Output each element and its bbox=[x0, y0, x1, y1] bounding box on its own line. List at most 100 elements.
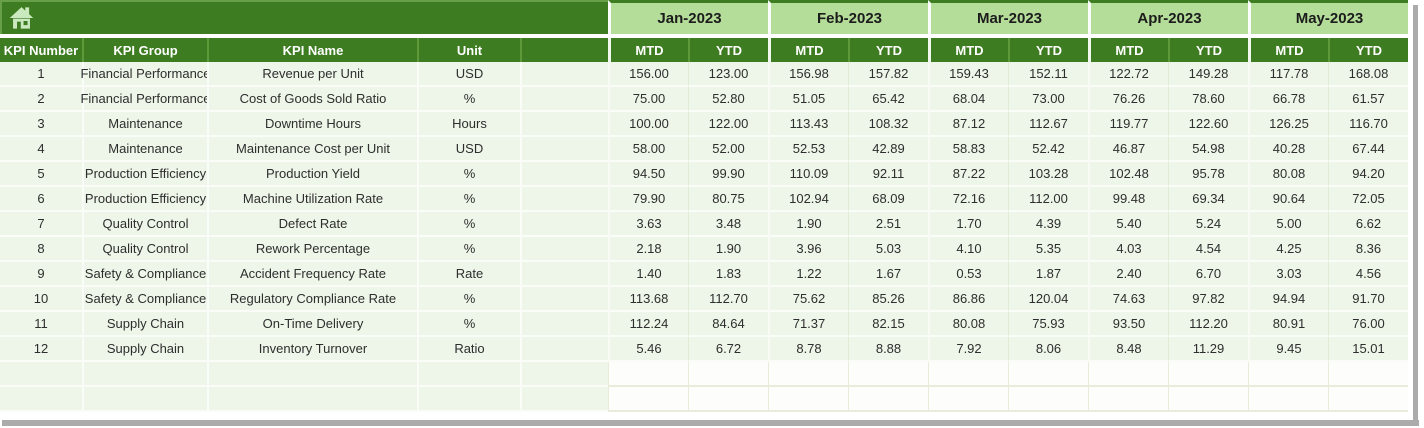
col-header-kpi-number[interactable]: KPI Number bbox=[0, 38, 82, 62]
kpi-value-cell[interactable]: 94.50 bbox=[608, 162, 688, 187]
empty-cell[interactable] bbox=[768, 387, 848, 412]
kpi-value-cell[interactable]: 76.00 bbox=[1328, 312, 1408, 337]
kpi-name-cell[interactable]: On-Time Delivery bbox=[207, 312, 417, 337]
kpi-number-cell[interactable]: 5 bbox=[0, 162, 82, 187]
kpi-unit-cell[interactable]: Hours bbox=[417, 112, 520, 137]
col-header-kpi-name[interactable]: KPI Name bbox=[207, 38, 417, 62]
kpi-value-cell[interactable]: 122.60 bbox=[1168, 112, 1248, 137]
kpi-group-cell[interactable]: Safety & Compliance bbox=[82, 287, 207, 312]
empty-cell[interactable] bbox=[0, 387, 82, 412]
col-header-ytd[interactable]: YTD bbox=[1328, 38, 1408, 62]
kpi-name-cell[interactable]: Regulatory Compliance Rate bbox=[207, 287, 417, 312]
kpi-value-cell[interactable]: 42.89 bbox=[848, 137, 928, 162]
kpi-value-cell[interactable]: 152.11 bbox=[1008, 62, 1088, 87]
kpi-value-cell[interactable]: 74.63 bbox=[1088, 287, 1168, 312]
kpi-value-cell[interactable]: 116.70 bbox=[1328, 112, 1408, 137]
kpi-value-cell[interactable]: 69.34 bbox=[1168, 187, 1248, 212]
kpi-name-cell[interactable]: Machine Utilization Rate bbox=[207, 187, 417, 212]
kpi-value-cell[interactable]: 168.08 bbox=[1328, 62, 1408, 87]
kpi-value-cell[interactable]: 157.82 bbox=[848, 62, 928, 87]
kpi-value-cell[interactable]: 156.00 bbox=[608, 62, 688, 87]
kpi-value-cell[interactable]: 46.87 bbox=[1088, 137, 1168, 162]
kpi-value-cell[interactable]: 110.09 bbox=[768, 162, 848, 187]
col-header-mtd[interactable]: MTD bbox=[1088, 38, 1168, 62]
empty-cell[interactable] bbox=[207, 362, 417, 387]
kpi-value-cell[interactable]: 8.88 bbox=[848, 337, 928, 362]
kpi-group-cell[interactable]: Financial Performance bbox=[80, 87, 211, 112]
kpi-value-cell[interactable]: 73.00 bbox=[1008, 87, 1088, 112]
col-header-mtd[interactable]: MTD bbox=[1248, 38, 1328, 62]
kpi-unit-cell[interactable]: % bbox=[417, 162, 520, 187]
month-header[interactable]: Feb-2023 bbox=[768, 0, 928, 34]
kpi-value-cell[interactable]: 112.67 bbox=[1008, 112, 1088, 137]
kpi-value-cell[interactable]: 97.82 bbox=[1168, 287, 1248, 312]
kpi-number-cell[interactable]: 2 bbox=[0, 87, 82, 112]
kpi-value-cell[interactable]: 84.64 bbox=[688, 312, 768, 337]
kpi-unit-cell[interactable]: % bbox=[417, 237, 520, 262]
kpi-value-cell[interactable]: 54.98 bbox=[1168, 137, 1248, 162]
col-header-ytd[interactable]: YTD bbox=[848, 38, 928, 62]
kpi-number-cell[interactable]: 8 bbox=[0, 237, 82, 262]
kpi-value-cell[interactable]: 5.35 bbox=[1008, 237, 1088, 262]
kpi-value-cell[interactable]: 6.70 bbox=[1168, 262, 1248, 287]
kpi-value-cell[interactable]: 6.72 bbox=[688, 337, 768, 362]
kpi-value-cell[interactable]: 8.78 bbox=[768, 337, 848, 362]
col-header-mtd[interactable]: MTD bbox=[608, 38, 688, 62]
kpi-number-cell[interactable]: 12 bbox=[0, 337, 82, 362]
kpi-name-cell[interactable]: Inventory Turnover bbox=[207, 337, 417, 362]
kpi-name-cell[interactable]: Downtime Hours bbox=[207, 112, 417, 137]
kpi-value-cell[interactable]: 5.46 bbox=[608, 337, 688, 362]
kpi-unit-cell[interactable]: % bbox=[417, 187, 520, 212]
empty-cell[interactable] bbox=[1168, 362, 1248, 387]
kpi-number-cell[interactable]: 10 bbox=[0, 287, 82, 312]
kpi-group-cell[interactable]: Supply Chain bbox=[82, 337, 207, 362]
kpi-value-cell[interactable]: 75.00 bbox=[608, 87, 688, 112]
empty-cell[interactable] bbox=[608, 387, 688, 412]
kpi-unit-cell[interactable]: USD bbox=[417, 62, 520, 87]
col-header-ytd[interactable]: YTD bbox=[1168, 38, 1248, 62]
kpi-value-cell[interactable]: 120.04 bbox=[1008, 287, 1088, 312]
col-header-ytd[interactable]: YTD bbox=[1008, 38, 1088, 62]
kpi-value-cell[interactable]: 1.90 bbox=[768, 212, 848, 237]
kpi-value-cell[interactable]: 5.24 bbox=[1168, 212, 1248, 237]
kpi-value-cell[interactable]: 113.68 bbox=[608, 287, 688, 312]
kpi-value-cell[interactable]: 79.90 bbox=[608, 187, 688, 212]
empty-cell[interactable] bbox=[0, 362, 82, 387]
kpi-value-cell[interactable]: 90.64 bbox=[1248, 187, 1328, 212]
empty-cell[interactable] bbox=[1008, 387, 1088, 412]
kpi-value-cell[interactable]: 82.15 bbox=[848, 312, 928, 337]
kpi-value-cell[interactable]: 3.63 bbox=[608, 212, 688, 237]
kpi-value-cell[interactable]: 2.18 bbox=[608, 237, 688, 262]
month-header[interactable]: May-2023 bbox=[1248, 0, 1408, 34]
kpi-value-cell[interactable]: 75.62 bbox=[768, 287, 848, 312]
kpi-value-cell[interactable]: 80.91 bbox=[1248, 312, 1328, 337]
kpi-name-cell[interactable]: Rework Percentage bbox=[207, 237, 417, 262]
kpi-unit-cell[interactable]: % bbox=[417, 212, 520, 237]
kpi-value-cell[interactable]: 103.28 bbox=[1008, 162, 1088, 187]
kpi-value-cell[interactable]: 52.53 bbox=[768, 137, 848, 162]
kpi-value-cell[interactable]: 8.36 bbox=[1328, 237, 1408, 262]
kpi-value-cell[interactable]: 1.22 bbox=[768, 262, 848, 287]
kpi-value-cell[interactable]: 112.70 bbox=[688, 287, 768, 312]
kpi-value-cell[interactable]: 3.96 bbox=[768, 237, 848, 262]
kpi-value-cell[interactable]: 72.16 bbox=[928, 187, 1008, 212]
kpi-value-cell[interactable]: 52.80 bbox=[688, 87, 768, 112]
kpi-value-cell[interactable]: 108.32 bbox=[848, 112, 928, 137]
kpi-value-cell[interactable]: 51.05 bbox=[768, 87, 848, 112]
kpi-value-cell[interactable]: 67.44 bbox=[1328, 137, 1408, 162]
empty-cell[interactable] bbox=[1168, 387, 1248, 412]
month-header[interactable]: Mar-2023 bbox=[928, 0, 1088, 34]
kpi-name-cell[interactable]: Maintenance Cost per Unit bbox=[207, 137, 417, 162]
kpi-value-cell[interactable]: 1.67 bbox=[848, 262, 928, 287]
kpi-value-cell[interactable]: 2.40 bbox=[1088, 262, 1168, 287]
kpi-value-cell[interactable]: 61.57 bbox=[1328, 87, 1408, 112]
kpi-number-cell[interactable]: 1 bbox=[0, 62, 82, 87]
kpi-group-cell[interactable]: Production Efficiency bbox=[82, 187, 207, 212]
empty-cell[interactable] bbox=[928, 387, 1008, 412]
kpi-group-cell[interactable]: Production Efficiency bbox=[82, 162, 207, 187]
kpi-number-cell[interactable]: 9 bbox=[0, 262, 82, 287]
kpi-value-cell[interactable]: 52.00 bbox=[688, 137, 768, 162]
kpi-value-cell[interactable]: 85.26 bbox=[848, 287, 928, 312]
horizontal-scrollbar[interactable] bbox=[2, 420, 1419, 426]
kpi-value-cell[interactable]: 1.87 bbox=[1008, 262, 1088, 287]
